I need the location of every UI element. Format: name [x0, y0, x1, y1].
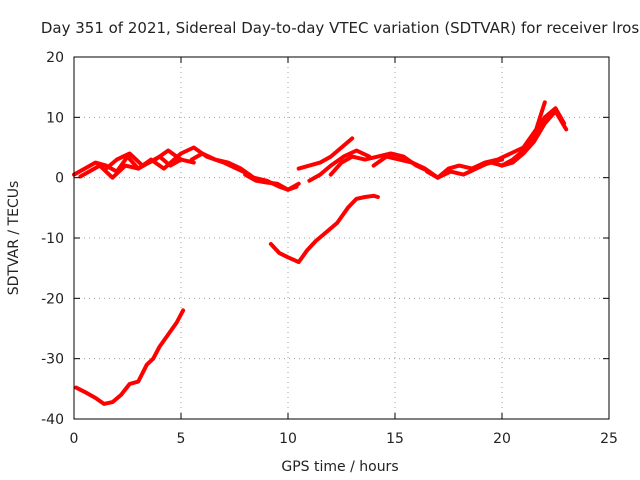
y-tick-label: -10 — [41, 231, 64, 247]
series-line-arc-j — [425, 100, 547, 180]
x-tick-label: 25 — [600, 431, 618, 447]
x-tick-label: 0 — [70, 431, 79, 447]
axis-ticks: 0 5 10 15 20 25 -40 -30 -20 -10 0 10 20 — [41, 50, 618, 447]
y-axis-label: SDTVAR / TECUs — [6, 181, 22, 296]
series-line-arc-g — [307, 148, 372, 183]
series-line-arc-i — [371, 154, 504, 180]
series-line-arc-low-mid — [268, 193, 380, 265]
y-tick-label: 10 — [46, 110, 64, 126]
x-tick-label: 20 — [493, 431, 511, 447]
series-line-arc-f — [296, 136, 355, 171]
series-group — [72, 100, 569, 406]
y-tick-label: 0 — [55, 171, 64, 187]
chart-title: Day 351 of 2021, Sidereal Day-to-day VTE… — [41, 19, 639, 37]
grid — [74, 57, 609, 419]
x-tick-label: 10 — [279, 431, 297, 447]
series-line-arc-low-early — [74, 308, 186, 406]
y-tick-label: -40 — [41, 412, 64, 428]
x-tick-label: 15 — [386, 431, 404, 447]
y-tick-label: 20 — [46, 50, 64, 66]
x-axis-label: GPS time / hours — [281, 459, 398, 475]
series-line-arc-k — [467, 106, 567, 174]
y-tick-label: -20 — [41, 291, 64, 307]
y-tick-label: -30 — [41, 352, 64, 368]
x-tick-label: 5 — [177, 431, 186, 447]
series-line-arc-l — [500, 109, 569, 168]
series-line-arc-e — [243, 172, 299, 192]
